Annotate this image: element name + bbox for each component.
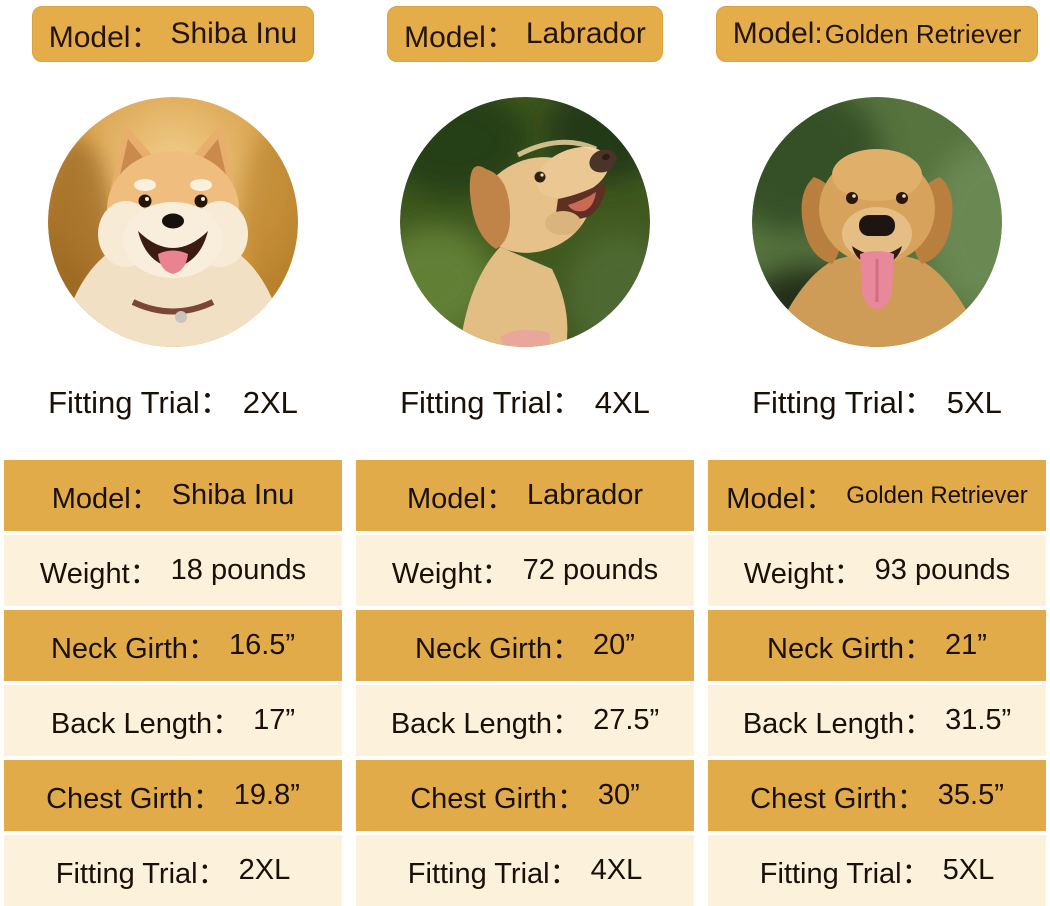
row-label: Fitting Trial：	[759, 857, 931, 890]
size-table-golden-retriever: Model： Golden Retriever Weight： 93 pounds …	[708, 460, 1046, 906]
row-value: 35.5”	[937, 779, 1004, 811]
row-value: 4XL	[590, 854, 643, 886]
row-label: Model：	[51, 482, 160, 515]
table-row-chest-girth: Chest Girth： 19.8”	[4, 760, 342, 831]
column-shiba-inu: Model： Shiba Inu	[4, 0, 342, 906]
table-row-chest-girth: Chest Girth： 30”	[356, 760, 694, 831]
row-value: 16.5”	[228, 629, 296, 661]
row-value: 17”	[253, 704, 296, 736]
fitting-trial-label: Fitting Trial：	[400, 385, 583, 420]
row-label: Chest Girth：	[750, 782, 926, 815]
row-value: 30”	[597, 779, 640, 811]
row-value: 2XL	[238, 854, 291, 886]
shiba-inu-photo	[48, 97, 298, 347]
row-label: Model：	[726, 482, 835, 515]
fitting-trial-line: Fitting Trial： 5XL	[752, 385, 1002, 421]
table-row-back-length: Back Length： 27.5”	[356, 685, 694, 756]
table-row-neck-girth: Neck Girth： 16.5”	[4, 610, 342, 681]
row-value: 93 pounds	[874, 554, 1011, 586]
row-value: 20”	[593, 629, 635, 661]
labrador-photo	[400, 97, 650, 347]
row-label: Fitting Trial：	[55, 857, 227, 890]
table-row-back-length: Back Length： 31.5”	[708, 685, 1046, 756]
row-label: Neck Girth：	[50, 632, 217, 665]
fitting-trial-line: Fitting Trial： 4XL	[400, 385, 650, 421]
row-label: Weight：	[743, 557, 863, 590]
row-label: Back Length：	[742, 707, 934, 740]
fitting-trial-line: Fitting Trial： 2XL	[48, 385, 298, 421]
table-row-neck-girth: Neck Girth： 20”	[356, 610, 694, 681]
golden-retriever-illustration	[752, 97, 1002, 347]
column-labrador: Model： Labrador	[356, 0, 694, 906]
model-badge-prefix: Model：	[404, 21, 516, 54]
row-label: Neck Girth：	[415, 632, 582, 665]
fitting-trial-label: Fitting Trial：	[752, 385, 935, 420]
table-row-fitting-trial: Fitting Trial： 2XL	[4, 835, 342, 906]
column-golden-retriever: Model: Golden Retriever	[708, 0, 1046, 906]
row-value: 21”	[945, 629, 987, 661]
model-badge: Model： Labrador	[387, 6, 663, 62]
row-value: 5XL	[942, 854, 995, 886]
fitting-trial-value: 5XL	[946, 385, 1002, 420]
model-badge: Model: Golden Retriever	[715, 6, 1039, 62]
table-row-model: Model： Golden Retriever	[708, 460, 1046, 531]
row-value: 18 pounds	[170, 554, 307, 586]
row-label: Weight：	[391, 557, 511, 590]
model-badge-name: Shiba Inu	[170, 17, 298, 50]
table-row-weight: Weight： 18 pounds	[4, 535, 342, 606]
table-row-model: Model： Labrador	[356, 460, 694, 531]
model-badge-prefix: Model:	[732, 17, 823, 50]
row-value: 72 pounds	[522, 554, 659, 586]
row-label: Model：	[406, 482, 515, 515]
row-label: Back Length：	[50, 707, 242, 740]
table-row-fitting-trial: Fitting Trial： 4XL	[356, 835, 694, 906]
fitting-trial-value: 2XL	[242, 385, 298, 420]
model-badge-name: Golden Retriever	[824, 18, 1022, 49]
labrador-illustration	[400, 97, 650, 347]
row-value: Golden Retriever	[846, 481, 1028, 509]
row-value: 19.8”	[233, 779, 300, 811]
fitting-trial-value: 4XL	[594, 385, 650, 420]
model-badge: Model： Shiba Inu	[31, 6, 315, 62]
row-label: Weight：	[39, 557, 159, 590]
table-row-weight: Weight： 72 pounds	[356, 535, 694, 606]
fitting-trial-label: Fitting Trial：	[48, 385, 231, 420]
row-label: Back Length：	[390, 707, 582, 740]
table-row-fitting-trial: Fitting Trial： 5XL	[708, 835, 1046, 906]
row-value: 31.5”	[945, 704, 1012, 736]
row-value: 27.5”	[593, 704, 660, 736]
model-badge-prefix: Model：	[48, 21, 161, 54]
size-table-labrador: Model： Labrador Weight： 72 pounds Neck Gir…	[356, 460, 694, 906]
table-row-chest-girth: Chest Girth： 35.5”	[708, 760, 1046, 831]
golden-retriever-photo	[752, 97, 1002, 347]
row-label: Chest Girth：	[46, 782, 222, 815]
table-row-back-length: Back Length： 17”	[4, 685, 342, 756]
table-row-neck-girth: Neck Girth： 21”	[708, 610, 1046, 681]
shiba-inu-illustration	[48, 97, 298, 347]
row-label: Chest Girth：	[410, 782, 586, 815]
table-row-weight: Weight： 93 pounds	[708, 535, 1046, 606]
model-badge-name: Labrador	[525, 17, 646, 50]
size-table-shiba-inu: Model： Shiba Inu Weight： 18 pounds Neck Gi…	[4, 460, 342, 906]
row-value: Labrador	[526, 479, 644, 511]
row-label: Neck Girth：	[767, 632, 934, 665]
table-row-model: Model： Shiba Inu	[4, 460, 342, 531]
row-value: Shiba Inu	[171, 479, 295, 511]
row-label: Fitting Trial：	[407, 857, 579, 890]
